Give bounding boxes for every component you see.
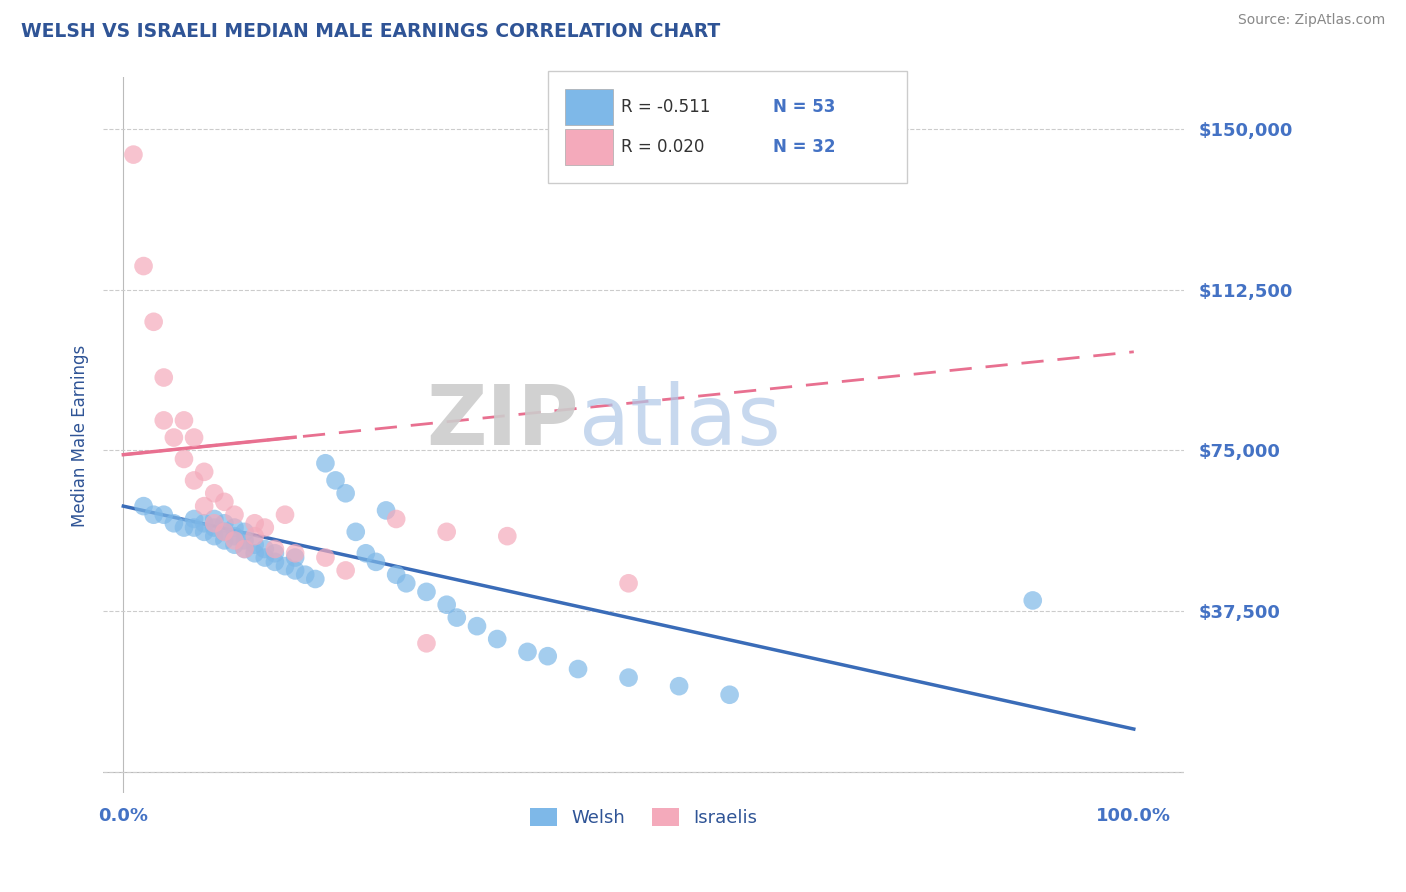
Point [264, 541, 287, 556]
Point [224, 508, 246, 522]
Point [233, 541, 256, 556]
Point [537, 649, 560, 664]
Point [446, 610, 468, 624]
Point [163, 431, 186, 445]
Text: atlas: atlas [579, 381, 780, 461]
Point [243, 516, 266, 531]
Point [224, 529, 246, 543]
Point [284, 563, 307, 577]
Point [567, 662, 589, 676]
Point [718, 688, 741, 702]
Point [233, 541, 256, 556]
Point [202, 512, 225, 526]
Point [415, 636, 437, 650]
Point [202, 520, 225, 534]
Y-axis label: Median Male Earnings: Median Male Earnings [72, 344, 89, 526]
Point [173, 452, 195, 467]
Point [152, 370, 174, 384]
Point [294, 567, 316, 582]
Point [163, 516, 186, 531]
Point [183, 520, 205, 534]
Point [202, 516, 225, 531]
Point [214, 524, 236, 539]
Point [385, 567, 408, 582]
Point [202, 486, 225, 500]
Point [183, 474, 205, 488]
Text: R = 0.020: R = 0.020 [621, 138, 704, 156]
Point [335, 486, 357, 500]
Text: Source: ZipAtlas.com: Source: ZipAtlas.com [1237, 13, 1385, 28]
Text: ZIP: ZIP [426, 381, 579, 461]
Point [193, 499, 215, 513]
Point [233, 524, 256, 539]
Point [436, 524, 458, 539]
Text: R = -0.511: R = -0.511 [621, 98, 711, 116]
Point [243, 546, 266, 560]
Point [183, 431, 205, 445]
Point [274, 508, 297, 522]
Point [173, 520, 195, 534]
Point [193, 524, 215, 539]
Point [344, 524, 367, 539]
Point [243, 538, 266, 552]
Point [1022, 593, 1045, 607]
Point [314, 456, 336, 470]
Point [284, 546, 307, 560]
Point [142, 315, 165, 329]
Point [304, 572, 326, 586]
Text: N = 32: N = 32 [773, 138, 835, 156]
Point [325, 474, 347, 488]
Point [214, 524, 236, 539]
Point [122, 147, 145, 161]
Point [314, 550, 336, 565]
Point [364, 555, 387, 569]
Point [436, 598, 458, 612]
Point [253, 520, 276, 534]
Legend: Welsh, Israelis: Welsh, Israelis [523, 801, 765, 834]
Point [152, 413, 174, 427]
Point [132, 499, 155, 513]
Point [264, 546, 287, 560]
Point [335, 563, 357, 577]
Point [202, 529, 225, 543]
Point [224, 538, 246, 552]
Point [395, 576, 418, 591]
Point [617, 576, 640, 591]
Text: N = 53: N = 53 [773, 98, 835, 116]
Point [354, 546, 377, 560]
Point [243, 529, 266, 543]
Point [173, 413, 195, 427]
Point [183, 512, 205, 526]
Point [193, 465, 215, 479]
Point [274, 559, 297, 574]
Point [214, 495, 236, 509]
Point [264, 555, 287, 569]
Point [385, 512, 408, 526]
Point [465, 619, 488, 633]
Point [142, 508, 165, 522]
Point [214, 516, 236, 531]
Point [233, 533, 256, 548]
Point [253, 550, 276, 565]
Point [132, 259, 155, 273]
Point [193, 516, 215, 531]
Point [284, 550, 307, 565]
Point [496, 529, 519, 543]
Point [486, 632, 509, 646]
Point [224, 533, 246, 548]
Point [375, 503, 398, 517]
Point [415, 585, 437, 599]
Point [617, 671, 640, 685]
Point [668, 679, 690, 693]
Point [253, 541, 276, 556]
Point [214, 533, 236, 548]
Point [516, 645, 538, 659]
Text: WELSH VS ISRAELI MEDIAN MALE EARNINGS CORRELATION CHART: WELSH VS ISRAELI MEDIAN MALE EARNINGS CO… [21, 22, 720, 41]
Point [224, 520, 246, 534]
Point [152, 508, 174, 522]
